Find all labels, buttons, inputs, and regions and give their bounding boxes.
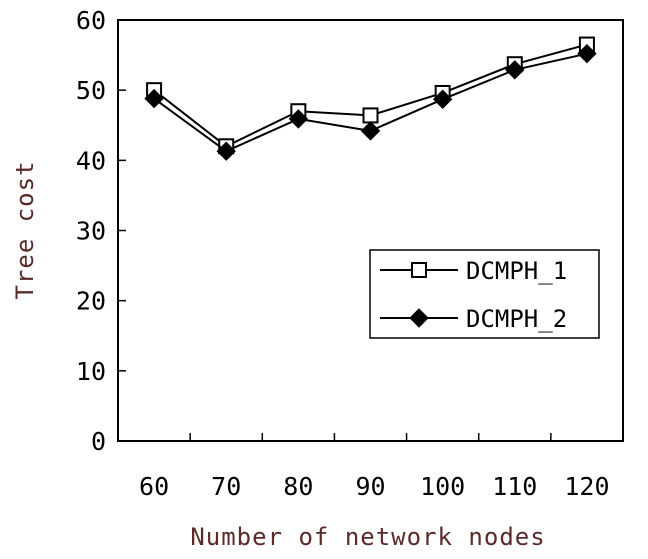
y-tick-label: 20 xyxy=(76,287,106,316)
data-point xyxy=(216,141,236,161)
x-tick-label: 110 xyxy=(492,472,537,501)
y-axis-title: Tree cost xyxy=(11,160,39,299)
data-point xyxy=(432,89,453,109)
x-tick-label: 120 xyxy=(564,472,609,501)
data-point xyxy=(288,109,309,129)
y-tick-label: 10 xyxy=(76,357,106,386)
y-tick-label: 50 xyxy=(76,76,106,105)
x-axis: 60 70 80 90 100 110 120 xyxy=(139,433,610,501)
data-point xyxy=(144,88,164,109)
y-tick-label: 30 xyxy=(76,217,106,246)
y-tick-label: 0 xyxy=(91,427,106,456)
legend-item: DCMPH_1 xyxy=(380,257,567,285)
legend-box xyxy=(369,249,600,339)
y-tick-label: 60 xyxy=(76,6,106,35)
y-axis: 0 10 20 30 40 50 60 xyxy=(76,6,126,456)
series-2 xyxy=(144,43,597,161)
legend-marker xyxy=(409,308,429,328)
x-tick-label: 60 xyxy=(139,472,169,501)
x-tick-label: 70 xyxy=(211,472,241,501)
legend: DCMPH_1 DCMPH_2 xyxy=(369,249,600,339)
plot-area xyxy=(117,19,624,442)
legend-marker xyxy=(411,262,427,278)
x-tick-label: 90 xyxy=(355,472,385,501)
x-axis-title: Number of network nodes xyxy=(190,523,545,551)
legend-label: DCMPH_2 xyxy=(466,305,567,333)
data-point xyxy=(360,121,381,141)
legend-label: DCMPH_1 xyxy=(466,257,567,285)
data-point xyxy=(505,60,525,80)
data-point xyxy=(577,43,597,64)
data-point xyxy=(362,107,379,124)
legend-item: DCMPH_2 xyxy=(380,305,567,333)
y-tick-label: 40 xyxy=(76,146,106,175)
x-tick-label: 80 xyxy=(283,472,313,501)
series-layer xyxy=(144,36,597,161)
x-tick-label: 100 xyxy=(420,472,465,501)
